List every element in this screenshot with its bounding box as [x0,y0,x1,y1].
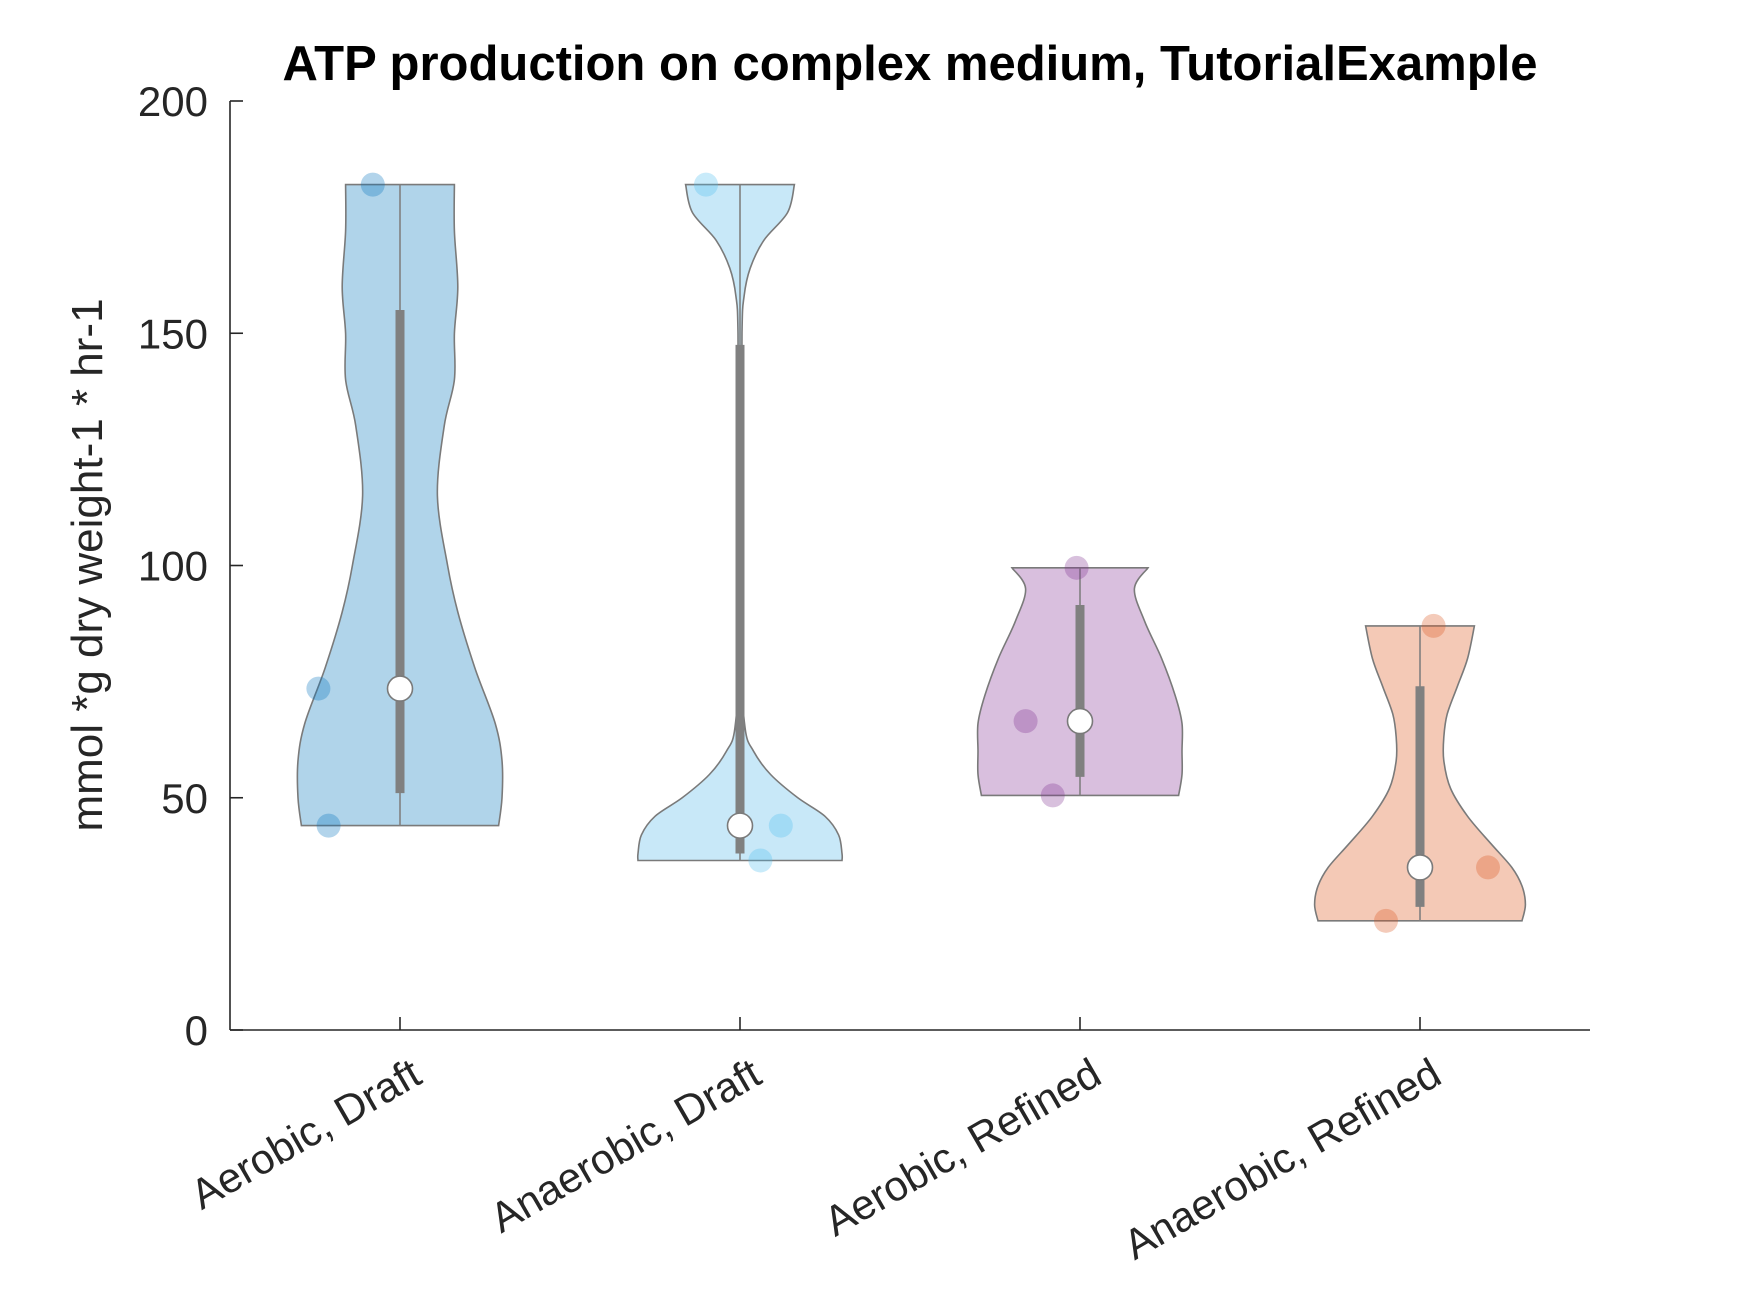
data-point [748,848,773,873]
y-tick-label: 50 [161,775,208,822]
x-tick-label: Aerobic, Draft [183,1049,429,1218]
violin-group [1313,613,1527,933]
data-point [360,172,385,197]
x-tick-label: Anaerobic, Draft [482,1049,769,1242]
x-tick-label: Aerobic, Refined [816,1049,1108,1245]
violin-group [636,172,844,873]
data-point [1013,709,1038,734]
y-axis-label: mmol *g dry weight-1 * hr-1 [63,298,112,831]
median-marker [726,812,754,839]
y-tick-label: 200 [138,78,208,125]
median-marker [1406,854,1434,881]
violin-group [976,555,1184,808]
data-point [1421,613,1446,638]
violin-group [296,172,504,838]
data-point [1040,783,1065,808]
y-tick-label: 0 [185,1007,208,1054]
data-point [1064,555,1089,580]
median-marker [386,675,414,702]
plot-area [296,172,1527,933]
y-tick-label: 150 [138,310,208,357]
chart-title: ATP production on complex medium, Tutori… [282,37,1537,91]
data-point [768,813,793,838]
x-tick-label: Anaerobic, Refined [1116,1049,1449,1268]
data-point [1374,908,1398,933]
data-point [1476,855,1500,880]
y-tick-label: 100 [138,543,208,590]
median-marker [1066,707,1094,735]
data-point [694,172,718,197]
data-point [316,813,341,838]
data-point [306,676,331,701]
